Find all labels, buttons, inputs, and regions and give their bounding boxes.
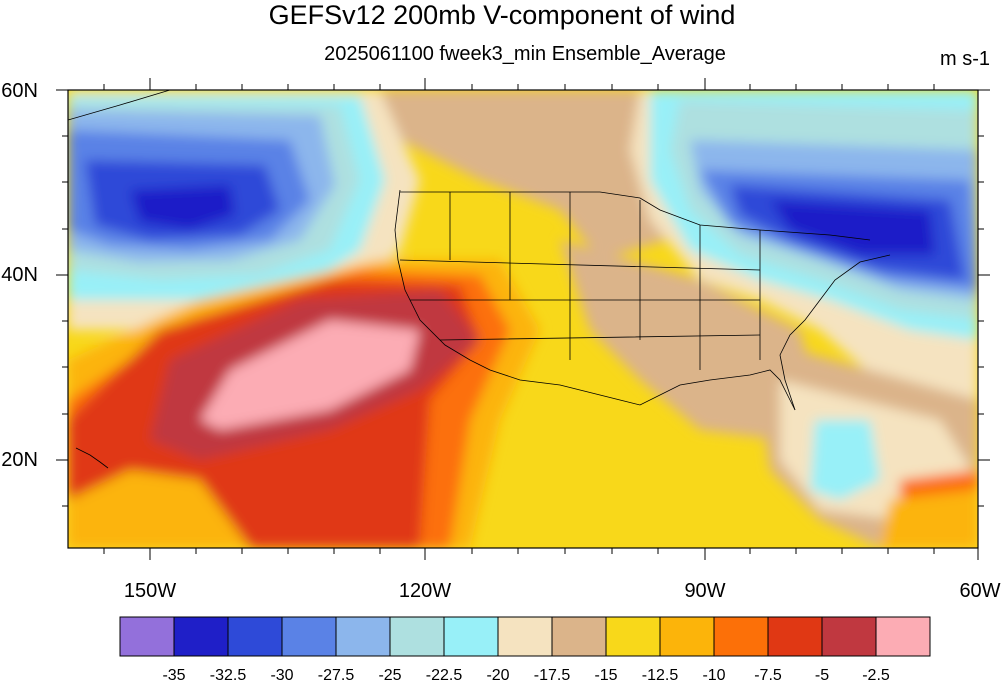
coastline-alaska xyxy=(68,90,171,121)
field-cyan-southeast xyxy=(810,420,880,500)
colorbar xyxy=(119,616,931,657)
state-lines-horizontal xyxy=(399,259,761,341)
colorbar-tick-label: -15 xyxy=(594,667,618,684)
lat-label-20n: 20N xyxy=(1,449,38,471)
colorbar-swatch xyxy=(821,616,877,657)
colorbar-swatch xyxy=(605,616,661,657)
wind-field xyxy=(68,90,978,548)
colorbar-swatch xyxy=(335,616,391,657)
border-north xyxy=(400,191,871,241)
colorbar-swatch xyxy=(659,616,715,657)
colorbar-tick-label: -7.5 xyxy=(754,667,782,684)
colorbar-tick-label: -12.5 xyxy=(641,667,679,684)
colorbar-swatch xyxy=(281,616,337,657)
colorbar-tick-label: -35 xyxy=(162,667,186,684)
field-amber-southeast xyxy=(880,490,978,548)
field-amber-southwest xyxy=(68,470,250,548)
coastlines xyxy=(68,90,891,469)
colorbar-swatch xyxy=(551,616,607,657)
colorbar-tick-label: -17.5 xyxy=(533,667,571,684)
lon-label-120w: 120W xyxy=(398,580,452,602)
colorbar-swatch xyxy=(713,616,769,657)
field-tan-central xyxy=(560,240,820,440)
colorbar-swatch xyxy=(497,616,553,657)
colorbar-swatch xyxy=(119,616,175,657)
coastline-east xyxy=(779,254,891,411)
lat-label-40n: 40N xyxy=(1,264,38,286)
colorbar-swatch xyxy=(389,616,445,657)
map-frame xyxy=(67,89,979,549)
lon-label-90w: 90W xyxy=(684,580,726,602)
field-deepblue-west xyxy=(130,185,235,230)
colorbar-swatch xyxy=(443,616,499,657)
field-deepblue-east xyxy=(770,200,935,255)
axis-ticks xyxy=(56,78,990,560)
colorbar-swatch xyxy=(173,616,229,657)
colorbar-tick-label: -30 xyxy=(270,667,294,684)
colorbar-tick-label: -5 xyxy=(814,667,830,684)
hawaii-islands xyxy=(75,447,109,469)
colorbar-tick-label: -10 xyxy=(702,667,726,684)
lon-label-150w: 150W xyxy=(123,580,177,602)
map-title: GEFSv12 200mb V-component of wind xyxy=(268,0,736,30)
colorbar-swatch xyxy=(875,616,931,657)
colorbar-tick-label: -22.5 xyxy=(425,667,463,684)
state-lines-vertical xyxy=(449,192,761,370)
units-label: m s-1 xyxy=(940,48,990,70)
field-pink-core xyxy=(200,320,420,430)
colorbar-tick-label: -25 xyxy=(378,667,402,684)
lat-label-60n: 60N xyxy=(1,80,38,102)
colorbar-tick-label: -27.5 xyxy=(317,667,355,684)
colorbar-swatch xyxy=(227,616,283,657)
colorbar-swatch xyxy=(767,616,823,657)
map-subtitle: 2025061100 fweek3_min Ensemble_Average xyxy=(324,43,726,65)
colorbar-tick-label: -2.5 xyxy=(862,667,890,684)
colorbar-tick-label: -20 xyxy=(486,667,510,684)
lon-label-60w: 60W xyxy=(959,580,1001,602)
colorbar-tick-label: -32.5 xyxy=(209,667,247,684)
